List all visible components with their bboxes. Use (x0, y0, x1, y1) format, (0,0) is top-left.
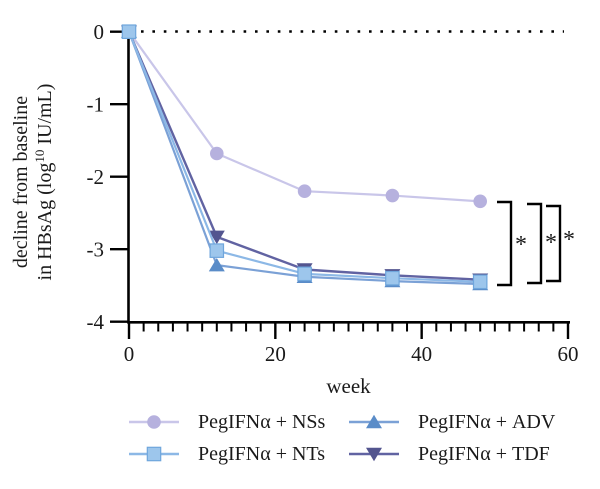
legend-item-tdf: PegIFNα + TDF (348, 442, 550, 466)
y-axis-title-line2: in HBsAg (log10 IU/mL) (32, 84, 56, 281)
square-glyph (146, 446, 162, 462)
significance-bracket-1 (497, 200, 513, 287)
x-tick-label: 0 (124, 342, 135, 366)
series-line-1 (128, 31, 481, 203)
data-point-marker (297, 184, 312, 198)
significance-asterisk: * (545, 230, 557, 256)
significance-asterisk: * (515, 232, 527, 258)
x-tick-label: 20 (265, 342, 286, 366)
data-point-marker (297, 266, 312, 282)
data-point-marker (121, 24, 137, 39)
data-point-marker (385, 188, 400, 203)
data-point-marker (208, 257, 225, 272)
triangle-down-marker-icon (348, 442, 400, 466)
circle-glyph (147, 415, 161, 429)
y-tick-label: 0 (94, 20, 105, 44)
data-point-marker (210, 146, 224, 161)
data-point-marker (209, 243, 225, 258)
line-chart: 0 -1 -2 -3 -4 0 20 40 60 week decline from baselin… (10, 20, 579, 398)
y-tick-label: -4 (87, 310, 105, 334)
series-line-4 (127, 31, 481, 281)
x-tick-label: 60 (558, 342, 579, 366)
y-tick-label: -1 (87, 93, 105, 117)
significance-asterisk: * (563, 227, 575, 253)
data-point-marker (473, 194, 488, 209)
significance-bracket-2 (527, 202, 543, 285)
x-axis-title: week (326, 374, 371, 398)
y-tick-label: -2 (87, 165, 105, 189)
circle-marker-icon (128, 410, 180, 434)
legend-item-nss: PegIFNα + NSs (128, 410, 325, 434)
data-point-marker (472, 274, 488, 290)
x-tick-label: 40 (411, 342, 432, 366)
legend-label-tdf: PegIFNα + TDF (418, 443, 550, 465)
triangle-down-glyph (366, 447, 382, 462)
significance-bracket-3 (546, 204, 562, 283)
y-tick-label: -3 (87, 238, 105, 262)
triangle-up-glyph (366, 414, 382, 429)
legend-label-nss: PegIFNα + NSs (198, 411, 326, 433)
legend-item-adv: PegIFNα + ADV (348, 410, 555, 434)
data-point-marker (208, 230, 225, 245)
legend-label-adv: PegIFNα + ADV (418, 411, 556, 433)
y-axis-title-line1: decline from baseline (10, 96, 32, 268)
triangle-up-marker-icon (348, 410, 400, 434)
legend-label-nts: PegIFNα + NTs (198, 443, 326, 465)
square-marker-icon (128, 442, 180, 466)
data-point-marker (385, 270, 400, 286)
legend-item-nts: PegIFNα + NTs (128, 442, 325, 466)
